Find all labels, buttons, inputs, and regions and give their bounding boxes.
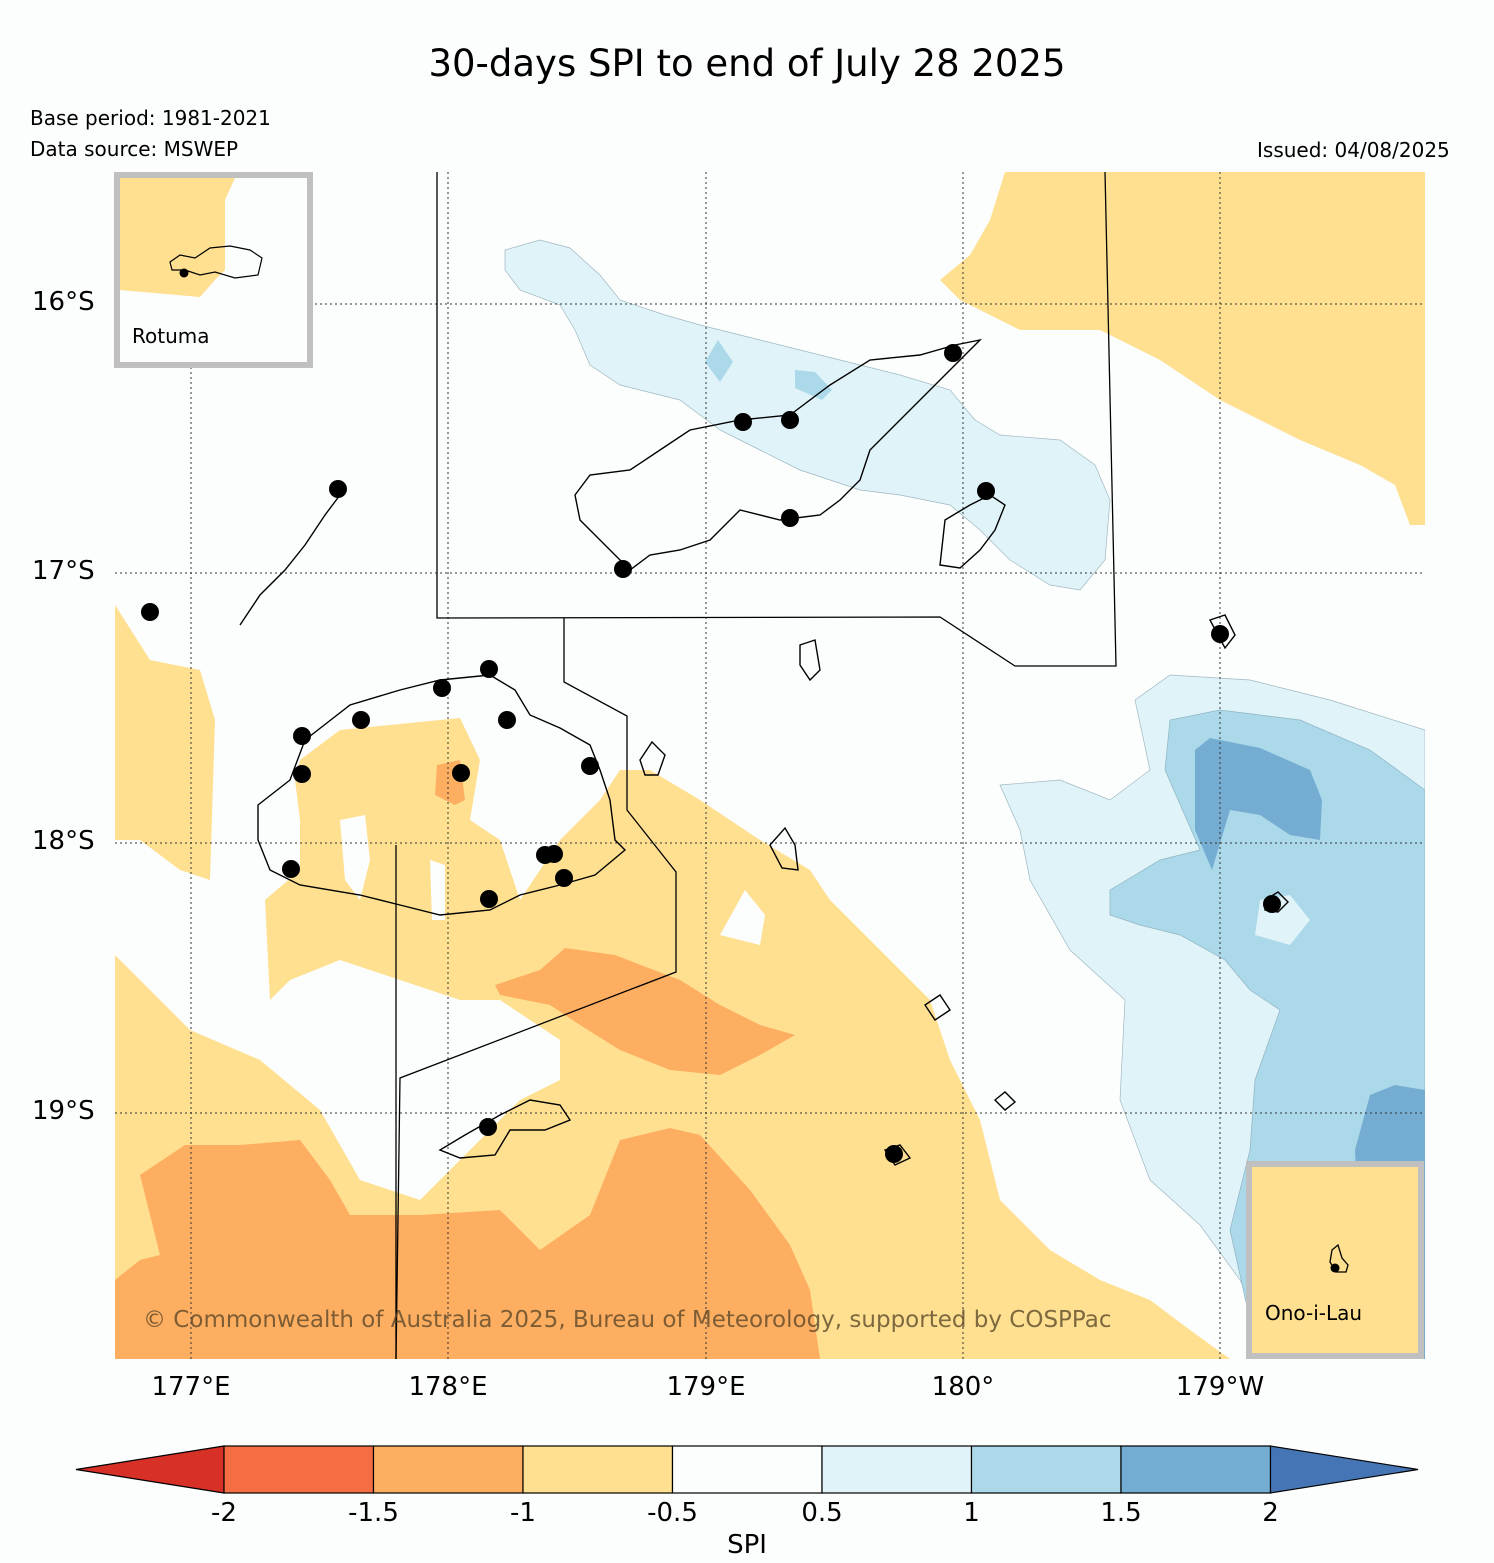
coastline-koro [799, 639, 821, 682]
colorbar-segment [522, 1445, 674, 1494]
rotuma-label: Rotuma [132, 324, 210, 348]
colorbar-segment [671, 1445, 823, 1494]
coastline-vanua-levu [574, 338, 983, 571]
colorbar-tick-label: 2 [1262, 1498, 1279, 1528]
wet-zone-gap-3 [720, 890, 765, 945]
station-markers [141, 344, 1281, 1163]
colorbar-tick-label: -1.5 [348, 1498, 399, 1528]
colorbar-segment [970, 1445, 1122, 1494]
lon-label-180: 180° [931, 1372, 995, 1402]
lat-label-17s: 17°S [32, 556, 95, 586]
spi-field [115, 172, 1425, 1359]
issued-date: Issued: 04/08/2025 [1257, 138, 1450, 162]
map-title: 30-days SPI to end of July 28 2025 [428, 42, 1066, 85]
colorbar-segment [223, 1445, 375, 1494]
colorbar [75, 1445, 1419, 1494]
base-period: Base period: 1981-2021 [30, 106, 271, 130]
wet-zone-gap-1 [340, 815, 370, 900]
colorbar-tick-label: 1 [963, 1498, 980, 1528]
data-source: Data source: MSWEP [30, 137, 239, 161]
ono-i-lau-label: Ono-i-Lau [1265, 1301, 1363, 1325]
lon-label-179e: 179°E [666, 1372, 746, 1402]
copyright-notice: © Commonwealth of Australia 2025, Bureau… [143, 1307, 1112, 1333]
colorbar-tick-label: 0.5 [801, 1498, 843, 1528]
colorbar-segment [372, 1445, 524, 1494]
colorbar-extend-min [75, 1445, 225, 1494]
colorbar-extend-max [1269, 1445, 1419, 1494]
wet-zone-lau-strong-1 [1195, 738, 1322, 870]
lon-label-177e: 177°E [151, 1372, 231, 1402]
wet-zone-vanua-levu [504, 239, 1111, 591]
moderately-dry-zone-south [115, 1128, 820, 1359]
lat-label-18s: 18°S [32, 826, 95, 856]
wet-zone-vanua-levu-core-2 [795, 370, 832, 400]
lon-label-178e: 178°E [408, 1372, 488, 1402]
graticule [115, 172, 1425, 1359]
colorbar-tick-label: -1 [510, 1498, 536, 1528]
moderately-dry-zone-central [495, 948, 795, 1075]
coastline-yasawa [239, 494, 341, 626]
coastline-viti-levu [257, 674, 627, 916]
coastline-totoya [993, 1091, 1017, 1111]
colorbar-label: SPI [727, 1530, 767, 1560]
coastline-taveuni [939, 494, 1006, 569]
wet-zone-gap-2 [430, 860, 445, 920]
coastline-moala [924, 994, 951, 1021]
dry-zone-west [115, 605, 215, 880]
colorbar-tick-label: 1.5 [1100, 1498, 1142, 1528]
lon-label-179w: 179°W [1175, 1372, 1265, 1402]
coastline-ovalau [639, 740, 666, 776]
colorbar-segment [1120, 1445, 1272, 1494]
wet-zone-vanua-levu-core-1 [705, 340, 733, 382]
colorbar-tick-label: -0.5 [647, 1498, 698, 1528]
colorbar-segment [821, 1445, 973, 1494]
coastline-gau [769, 826, 799, 871]
colorbar-tick-label: -2 [211, 1498, 237, 1528]
rotuma-inset [114, 172, 313, 368]
ono-i-lau-inset [1246, 1161, 1424, 1359]
dry-zone-northeast [940, 172, 1425, 525]
division-boundaries [395, 172, 1117, 1359]
lat-label-19s: 19°S [32, 1096, 95, 1126]
lat-label-16s: 16°S [32, 287, 95, 317]
